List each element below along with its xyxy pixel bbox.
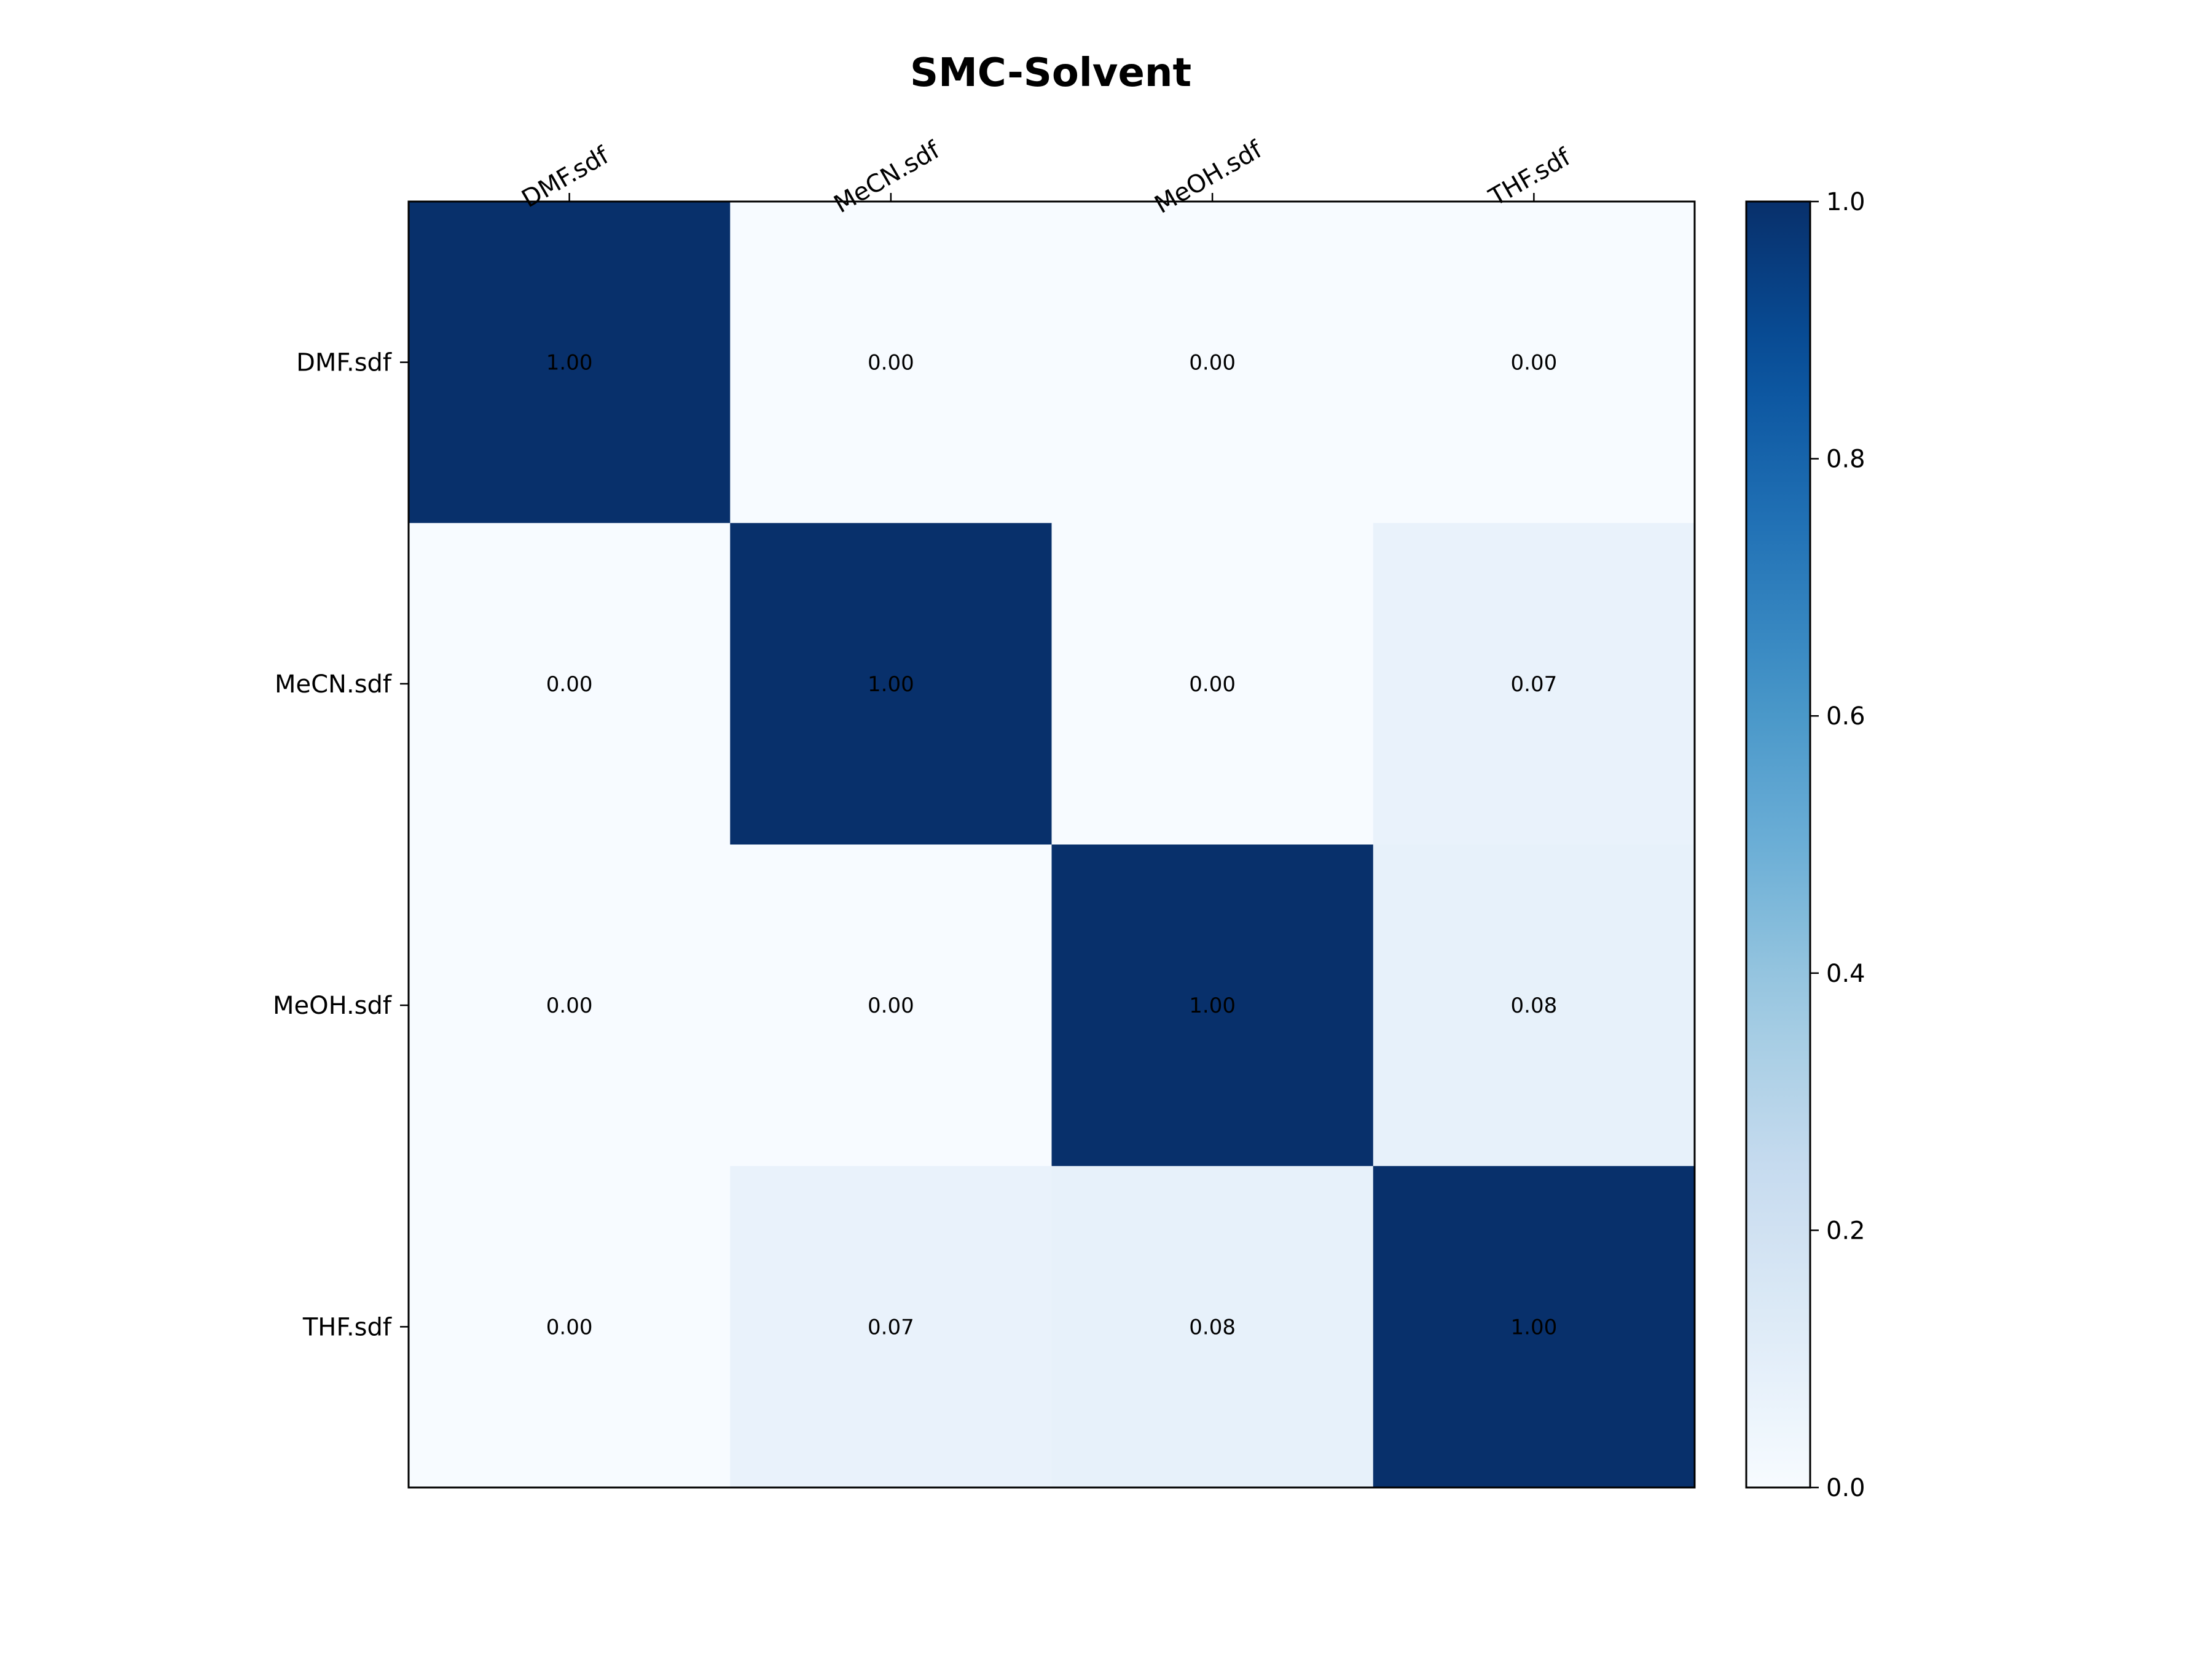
heatmap-cell	[409, 202, 731, 523]
cell-value-label: 1.00	[546, 351, 593, 375]
heatmap-cell	[1373, 1166, 1695, 1488]
colorbar-tick-label: 0.2	[1826, 1217, 1865, 1245]
heatmap-cell	[730, 844, 1052, 1167]
cell-value-label: 0.00	[546, 1315, 593, 1339]
heatmap-cell	[1051, 844, 1374, 1167]
cell-value-label: 0.00	[1189, 672, 1236, 697]
cell-value-label: 0.00	[1189, 351, 1236, 375]
cell-value-label: 0.00	[868, 994, 914, 1018]
y-tick-label: MeOH.sdf	[273, 992, 392, 1020]
heatmap-cell	[1051, 523, 1374, 845]
heatmap-cell	[409, 523, 731, 845]
heatmap-cell	[1373, 523, 1695, 845]
heatmap-cell	[730, 523, 1052, 845]
chart-title: SMC-Solvent	[910, 50, 1191, 96]
y-tick-label: THF.sdf	[302, 1313, 392, 1341]
cell-value-label: 0.08	[1511, 994, 1558, 1018]
colorbar-tick-label: 0.0	[1826, 1474, 1865, 1502]
heatmap-cell	[409, 1166, 731, 1488]
heatmap-cells	[409, 202, 1695, 1488]
heatmap-cell	[409, 844, 731, 1167]
heatmap-cell	[1373, 202, 1695, 523]
cell-value-label: 0.00	[1511, 351, 1558, 375]
colorbar: 0.0 0.2 0.4 0.6 0.8 1.0	[1745, 188, 1865, 1502]
cell-value-label: 1.00	[1511, 1315, 1558, 1339]
colorbar-tick-label: 0.8	[1826, 445, 1865, 474]
colorbar-tick-label: 0.4	[1826, 960, 1865, 988]
colorbar-tick-label: 1.0	[1826, 188, 1865, 216]
cell-value-label: 0.08	[1189, 1315, 1236, 1339]
cell-value-label: 1.00	[1189, 994, 1236, 1018]
cell-value-label: 0.00	[868, 351, 914, 375]
heatmap-cell	[730, 1166, 1052, 1488]
cell-annotations: 1.00 0.00 0.00 0.00 0.00 1.00 0.00 0.07 0.00 0.00…	[546, 351, 1557, 1340]
cell-value-label: 1.00	[868, 672, 914, 697]
colorbar-tick-label: 0.6	[1826, 702, 1865, 731]
cell-value-label: 0.07	[868, 1315, 914, 1339]
heatmap-cell	[1373, 844, 1695, 1167]
y-tick-label: DMF.sdf	[296, 349, 392, 377]
heatmap-cell	[730, 202, 1052, 523]
plot-frame	[407, 200, 1696, 1489]
cell-value-label: 0.00	[546, 672, 593, 697]
cell-value-label: 0.00	[546, 994, 593, 1018]
heatmap-cell	[1051, 202, 1374, 523]
y-tick-label: MeCN.sdf	[275, 670, 392, 699]
colorbar-bar	[1745, 200, 1811, 1489]
heatmap-cell	[1051, 1166, 1374, 1488]
cell-value-label: 0.07	[1511, 672, 1558, 697]
